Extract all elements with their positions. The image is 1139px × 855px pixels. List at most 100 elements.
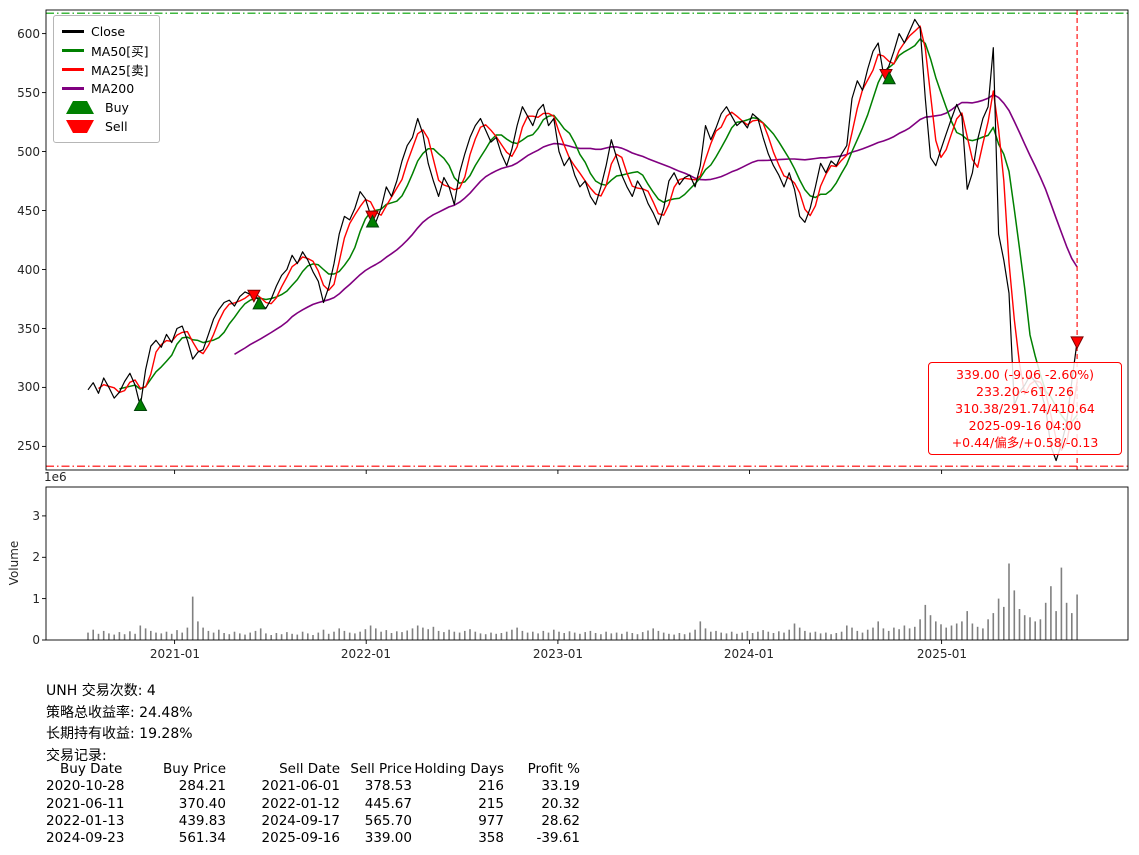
trade-count: UNH 交易次数: 4 [46,683,156,699]
date-tick: 2023-01 [532,647,584,661]
buy-marker [882,71,896,85]
volume-bar [511,629,513,640]
volume-bar [882,628,885,640]
volume-bar [1044,602,1047,640]
volume-bar [788,629,790,640]
volume-plot-border [45,486,1129,641]
date-tick: 2021-01 [149,647,201,661]
volume-bar [919,619,921,640]
volume-bar [385,630,388,640]
buy-marker [133,397,148,412]
volume-bar [767,631,770,640]
volume-bar [600,634,602,640]
legend-item-ma50: MA50[买] [62,41,149,60]
volume-bar [631,633,634,640]
volume-bar [1076,594,1078,640]
volume-bar [1008,563,1010,640]
volume-bar [929,615,932,640]
volume-bar [662,632,665,640]
volume-bar [887,630,890,640]
volume-bar [108,633,110,640]
quote-timestamp: 2025-09-16 04:00 [968,418,1082,433]
volume-bar [621,633,623,640]
volume-bar [97,633,100,640]
volume-bar [924,604,927,640]
volume-bar [333,631,335,640]
volume-bar [751,633,754,640]
volume-bar [275,633,278,640]
volume-bar [866,629,869,640]
volume-bar [647,630,649,640]
volume-bar [113,634,115,640]
volume-bar [971,623,974,640]
volume-bar [416,625,419,640]
volume-bar [249,632,251,640]
volume-bar [641,632,644,640]
close-line-swatch [62,30,84,33]
volume-bar [840,631,843,640]
volume-bar [1029,617,1031,640]
volume-tick: 1 [32,592,40,606]
volume-bar [563,633,565,640]
volume-bar [233,631,236,640]
volume-bar [223,633,225,640]
volume-bar [757,631,759,640]
volume-bar [736,633,738,640]
legend-item-ma25: MA25[卖] [62,60,149,79]
volume-bar [259,628,262,640]
volume-bar [474,631,477,640]
volume-bar [558,631,560,640]
volume-bar [636,634,639,640]
volume-bar [819,633,822,640]
volume-bar [427,629,429,640]
volume-bar [375,628,377,640]
volume-bar [605,631,607,640]
volume-bar [484,634,487,640]
volume-bar [396,631,398,640]
volume-bar [134,633,136,640]
volume-bar [825,632,827,640]
volume-bar [793,623,796,640]
volume-bar [804,630,806,640]
volume-bar [1060,567,1063,640]
volume-bar [856,630,859,640]
volume-bar [181,632,183,640]
volume-bar [1055,611,1057,640]
buy-marker-icon [66,101,94,114]
volume-bar [155,632,157,640]
price-tick: 350 [17,322,40,336]
ma200-line [234,93,1078,355]
volume-bar [704,628,707,640]
legend-item-ma200: MA200 [62,79,149,98]
volume-bar [170,633,173,640]
volume-bar [432,626,435,640]
volume-bar [720,632,722,640]
volume-bar [102,630,105,640]
last-price-change: 339.00 (-9.06 -2.60%) [955,367,1094,382]
volume-bar [547,632,550,640]
volume-bar [150,630,152,640]
volume-bar [343,630,346,640]
volume-bar [286,632,288,640]
volume-bar [615,632,618,640]
volume-bar [186,627,189,640]
volume-bar [505,631,508,640]
volume-bar [87,632,89,640]
volume-bar [772,633,775,640]
volume-bar [244,634,246,640]
sell-marker [247,289,261,303]
volume-bar [746,630,749,640]
volume-bar [401,632,403,640]
volume-bar [469,629,471,640]
volume-bar [652,628,654,640]
volume-bar [940,624,942,640]
volume-bar [982,628,984,640]
volume-bar [725,633,728,640]
volume-bar [165,631,168,640]
legend-item-close: Close [62,22,149,41]
volume-bar [715,630,717,640]
volume-bar [893,627,895,640]
legend-label: MA25[卖] [91,63,149,78]
trade-log-title: 交易记录: [46,747,107,764]
